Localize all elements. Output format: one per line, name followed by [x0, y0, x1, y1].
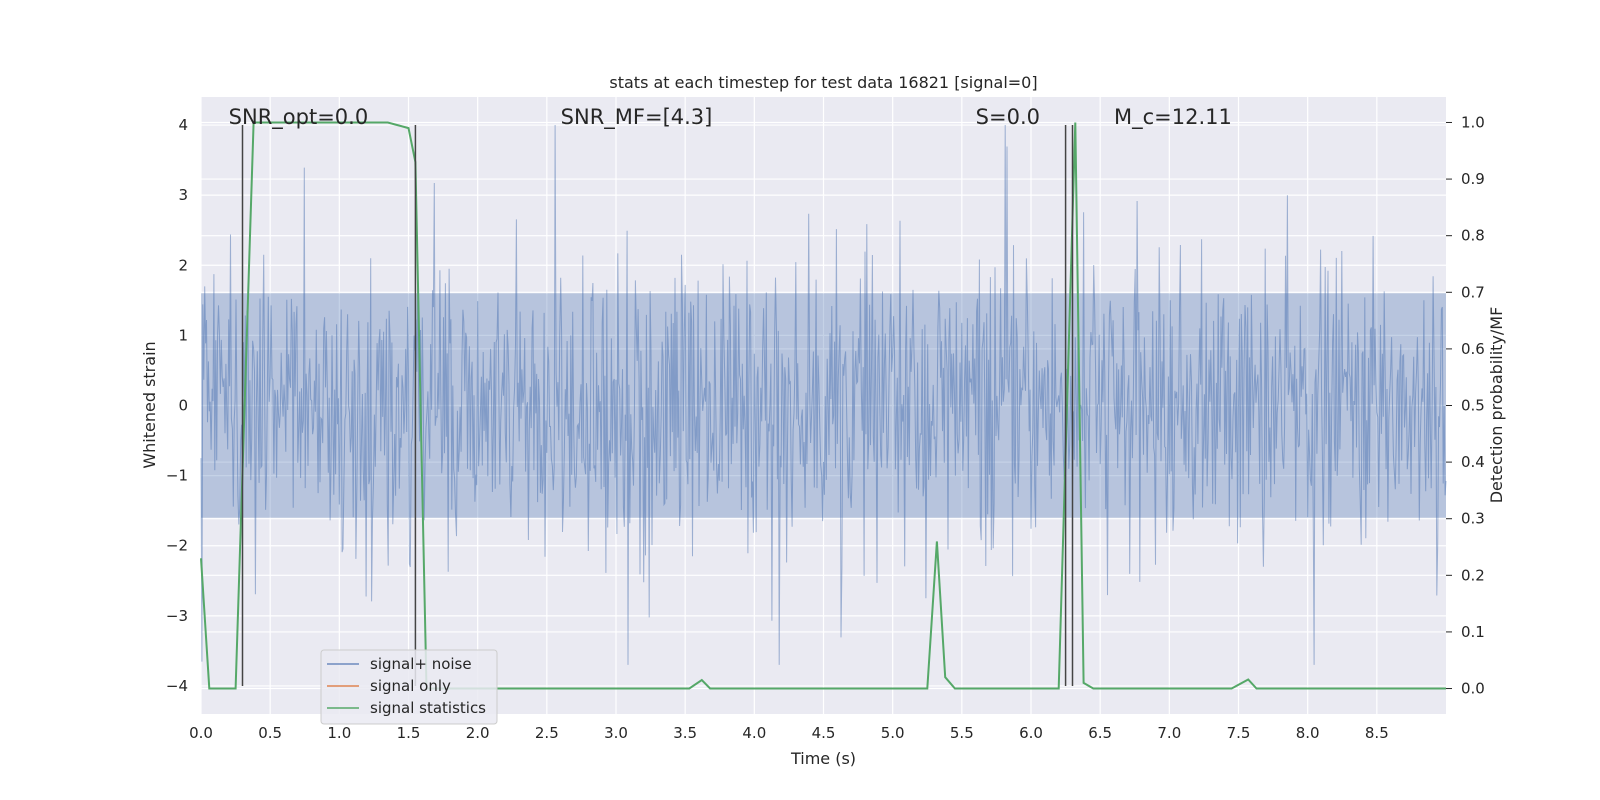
y-axis-label: Whitened strain: [140, 341, 159, 468]
grid: [200, 97, 1446, 714]
legend-box: [320, 649, 498, 725]
x-tick-label: 1.0: [327, 724, 351, 742]
y-right-tick-label: 0.6: [1461, 340, 1485, 358]
x-tick-label: 7.0: [1157, 724, 1181, 742]
y-right-tick-label: 0.3: [1461, 510, 1485, 528]
y-tick-label: −3: [166, 607, 188, 625]
series-signal-plus-noise-band: [201, 293, 1446, 518]
annotation-text: SNR_MF=[4.3]: [561, 105, 713, 130]
y-axis-right-label: Detection probability/MF: [1487, 307, 1506, 504]
x-tick-label: 2.0: [466, 724, 490, 742]
y-right-tick-label: 0.1: [1461, 623, 1485, 641]
x-tick-label: 1.5: [397, 724, 421, 742]
y-tick-label: 0: [178, 397, 188, 415]
x-tick-label: 3.5: [673, 724, 697, 742]
legend-label: signal statistics: [370, 699, 486, 717]
y-right-tick-label: 0.4: [1461, 453, 1485, 471]
x-tick-label: 0.5: [258, 724, 282, 742]
y-right-tick-label: 0.8: [1461, 227, 1485, 245]
y-right-tick-label: 1.0: [1461, 113, 1485, 131]
legend: signal+ noise signal only signal statistic…: [320, 649, 498, 725]
x-axis-label: Time (s): [790, 749, 856, 768]
vertical-markers: [241, 125, 1074, 686]
y-right-tick-label: 0.2: [1461, 566, 1485, 584]
x-tick-label: 5.5: [950, 724, 974, 742]
x-tick-label: 3.0: [604, 724, 628, 742]
x-tick-label: 2.5: [535, 724, 559, 742]
series-signal-statistics-line: [200, 121, 1446, 690]
annotation-text: S=0.0: [976, 105, 1040, 129]
x-tick-label: 8.5: [1365, 724, 1389, 742]
x-tick-label: 4.0: [742, 724, 766, 742]
y-right-tick-label: 0.9: [1461, 170, 1485, 188]
annotations: SNR_opt=0.0 SNR_MF=[4.3] S=0.0 M_c=12.11: [229, 105, 1232, 130]
series-layer: [200, 121, 1447, 690]
y-tick-label: −4: [166, 677, 188, 695]
x-tick-label: 6.5: [1088, 724, 1112, 742]
annotation-text: SNR_opt=0.0: [229, 105, 369, 130]
x-tick-label: 6.0: [1019, 724, 1043, 742]
series-signal-plus-noise-line: [200, 124, 1447, 665]
x-tick-label: 8.0: [1296, 724, 1320, 742]
x-tick-label: 7.5: [1227, 724, 1251, 742]
y-right-tick-label: 0.7: [1461, 283, 1485, 301]
y-right-tick-label: 0.0: [1461, 680, 1485, 698]
y-right-tick-label: 0.5: [1461, 397, 1485, 415]
y-tick-label: 2: [178, 256, 188, 274]
legend-label: signal+ noise: [370, 655, 472, 673]
chart-title: stats at each timestep for test data 168…: [609, 73, 1037, 92]
y-tick-label: −1: [166, 467, 188, 485]
x-tick-label: 0.0: [189, 724, 213, 742]
y-tick-label: 4: [178, 116, 188, 134]
y-tick-label: −2: [166, 537, 188, 555]
tick-labels: 0.0 0.5 1.0 1.5 2.0 2.5 3.0 3.5 4.0 4.5 5.0 5.5 6.0 6…: [166, 113, 1485, 742]
annotation-text: M_c=12.11: [1114, 105, 1232, 130]
x-tick-label: 4.5: [812, 724, 836, 742]
legend-label: signal only: [370, 677, 451, 695]
legend-items: signal+ noise signal only signal statistic…: [327, 655, 486, 717]
y-tick-label: 1: [178, 326, 188, 344]
x-tick-label: 5.0: [881, 724, 905, 742]
y-tick-label: 3: [178, 186, 188, 204]
